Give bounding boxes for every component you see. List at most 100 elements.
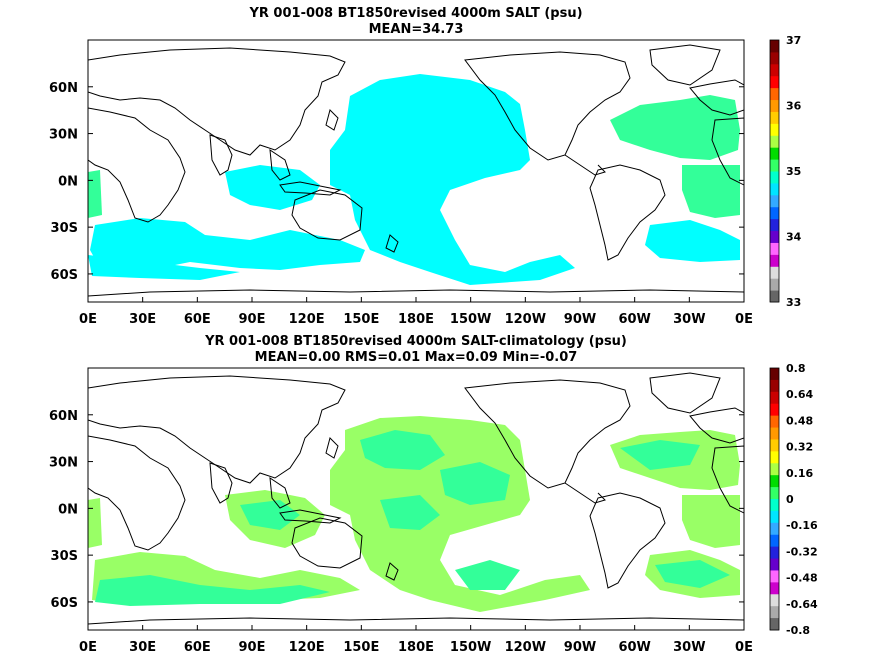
x-tick-label: 60E [184, 312, 211, 327]
colorbar-swatch [770, 499, 779, 512]
x-tick-label: 0E [79, 312, 97, 327]
colorbar-swatch [770, 403, 779, 417]
colorbar-swatch [770, 147, 779, 160]
y-tick-label: 60N [49, 81, 78, 96]
x-tick-label: 30W [673, 312, 705, 327]
panel-anomaly-map [88, 368, 744, 630]
x-tick-label: 180E [398, 640, 434, 655]
x-tick-label: 150E [343, 640, 379, 655]
colorbar-label: 0.32 [786, 441, 813, 454]
coastline-segment [464, 379, 631, 489]
colorbar-label: 0.8 [786, 362, 806, 375]
colorbar-swatch [770, 391, 779, 405]
coastline-segment [689, 79, 744, 116]
colorbar-swatch [770, 218, 779, 232]
panel-salt: YR 001-008 BT1850revised 4000m SALT (psu… [49, 6, 802, 327]
panel-anomaly-title: YR 001-008 BT1850revised 4000m SALT-clim… [204, 334, 627, 349]
colorbar-swatch [770, 278, 779, 291]
colorbar-label: -0.64 [786, 598, 818, 611]
y-tick-label: 0N [58, 502, 78, 517]
anomaly-field-south-atlantic-green [655, 560, 730, 588]
colorbar-swatch [770, 159, 779, 172]
x-tick-label: 150E [343, 312, 379, 327]
salt-field-southern [88, 255, 240, 280]
colorbar-swatch [770, 510, 779, 524]
colorbar-swatch [770, 87, 779, 101]
panel-anomaly-axes: 0E 30E 60E 90E 120E 150E 180E 150W 120W 90W 60W 30W… [49, 409, 753, 655]
colorbar-swatch [770, 135, 779, 148]
colorbar-swatch [770, 242, 779, 255]
colorbar-swatch [770, 415, 779, 429]
coastlines [88, 44, 744, 297]
coastline-segment [325, 437, 339, 459]
salt-field-west-africa [88, 170, 102, 218]
x-tick-label: 120E [289, 640, 325, 655]
coastline-segment [88, 375, 346, 484]
y-tick-label: 30N [49, 128, 78, 143]
colorbar-label: 0.64 [786, 388, 813, 401]
coastline-segment [291, 517, 363, 569]
coastline-segment [88, 289, 744, 297]
coastline-segment [325, 109, 339, 131]
coastline-segment [88, 47, 346, 156]
coastlines [88, 372, 744, 625]
salt-field-south-atlantic [645, 220, 740, 262]
coastline-segment [385, 234, 399, 253]
salt-field-north-atlantic [610, 95, 740, 160]
x-tick-label: 30E [129, 312, 156, 327]
colorbar-swatch [770, 51, 779, 65]
y-tick-label: 60N [49, 409, 78, 424]
colorbar-frame [769, 39, 780, 303]
y-tick-label: 0N [58, 174, 78, 189]
colorbar-swatch [770, 463, 779, 476]
colorbar-swatch [770, 182, 779, 196]
anomaly-field-southern-green [95, 575, 330, 606]
coastline-segment [649, 372, 721, 414]
panel-salt-title: YR 001-008 BT1850revised 4000m SALT (psu… [248, 6, 582, 21]
x-tick-label: 90W [564, 640, 596, 655]
x-tick-label: 60W [618, 312, 650, 327]
colorbar-swatch [770, 206, 779, 220]
x-tick-label: 90E [239, 312, 266, 327]
panel-salt-subtitle: MEAN=34.73 [369, 22, 464, 37]
coastline-segment [88, 107, 186, 223]
colorbar-label: 0 [786, 493, 794, 506]
x-tick-label: 150W [450, 640, 491, 655]
colorbar-swatch [770, 606, 779, 619]
salt-field-south-indian [90, 218, 365, 272]
anomaly-field-west-africa [88, 498, 102, 548]
coastline-segment [649, 44, 721, 86]
colorbar-swatch [770, 379, 779, 393]
salt-field-equatorial-atlantic [682, 165, 740, 218]
x-tick-label: 120W [505, 640, 546, 655]
colorbar-swatch [770, 534, 779, 548]
coastline-segment [689, 407, 744, 444]
anomaly-field-pacific-green-3 [380, 495, 440, 530]
x-tick-label: 120E [289, 312, 325, 327]
anomaly-field-north-atlantic-green [620, 440, 700, 470]
x-tick-label: 0E [735, 640, 753, 655]
y-tick-label: 60S [51, 596, 78, 611]
y-tick-label: 30S [51, 549, 78, 564]
coastline-segment [564, 482, 606, 504]
coastline-segment [711, 445, 744, 514]
colorbar-label: 36 [786, 100, 802, 113]
x-tick-label: 90E [239, 640, 266, 655]
y-tick-label: 60S [51, 268, 78, 283]
x-tick-label: 0E [735, 312, 753, 327]
colorbar-swatch [770, 427, 779, 440]
coastline-segment [88, 435, 186, 551]
coastline-segment [564, 154, 606, 176]
panel-anomaly: YR 001-008 BT1850revised 4000m SALT-clim… [49, 334, 818, 655]
coastline-segment [589, 164, 666, 261]
colorbar-swatch [770, 368, 779, 381]
coastline-segment [269, 476, 291, 509]
colorbar-swatch [770, 75, 779, 89]
colorbar-swatch [770, 194, 779, 208]
colorbar-label: -0.8 [786, 624, 810, 637]
colorbar-swatch [770, 582, 779, 595]
anomaly-field-equatorial-atlantic [682, 495, 740, 548]
colorbar-swatch [770, 123, 779, 136]
coastline-segment [385, 562, 399, 581]
